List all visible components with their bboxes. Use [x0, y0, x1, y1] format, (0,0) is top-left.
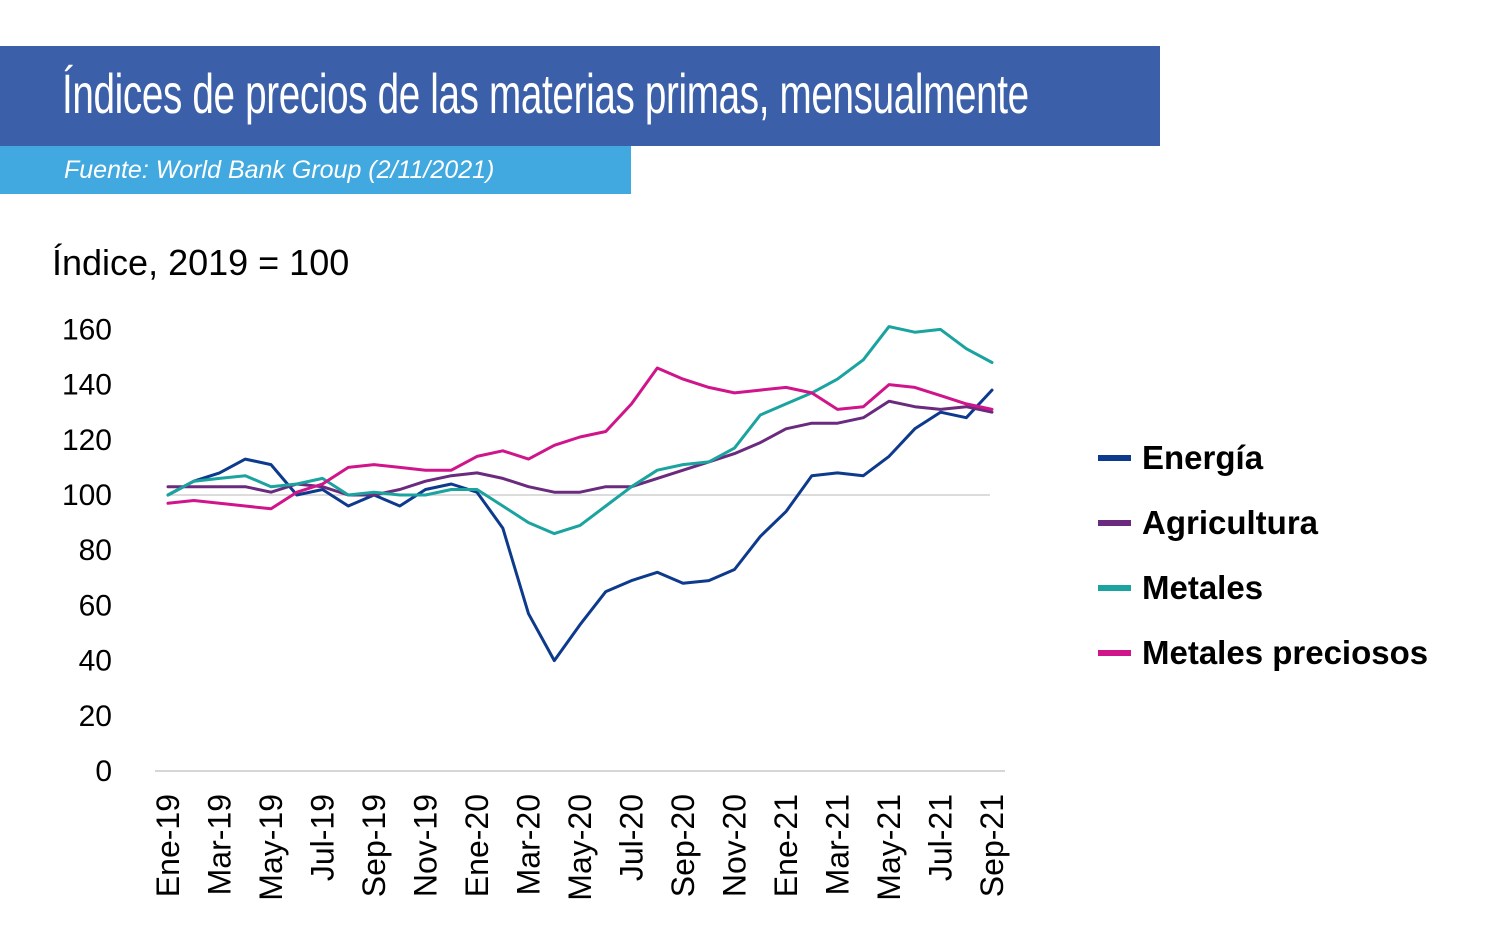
source-banner: Fuente: World Bank Group (2/11/2021) [0, 146, 631, 194]
x-tick-label: Nov-19 [408, 794, 444, 897]
y-tick-label: 100 [62, 479, 112, 512]
y-tick-label: 40 [79, 645, 112, 678]
x-tick-label: Jul-20 [614, 794, 650, 881]
x-tick-label: Sep-20 [665, 794, 701, 897]
x-tick-label: Nov-20 [717, 794, 753, 897]
x-tick-label: Sep-19 [356, 794, 392, 897]
legend-label: Metales [1142, 569, 1264, 606]
x-tick-label: Jul-19 [305, 794, 341, 881]
chart-source: Fuente: World Bank Group (2/11/2021) [64, 156, 495, 184]
legend-label: Metales preciosos [1142, 634, 1429, 671]
x-tick-label: May-20 [562, 794, 598, 901]
x-tick-label: Sep-21 [974, 794, 1010, 897]
series-line-4 [166, 366, 994, 511]
x-tick-label: Mar-19 [202, 794, 238, 895]
x-tick-label: May-19 [253, 794, 289, 901]
series-line-3 [166, 325, 994, 536]
y-tick-label: 20 [79, 700, 112, 733]
x-tick-label: Ene-21 [768, 794, 804, 897]
y-tick-label: 0 [95, 755, 112, 788]
x-tick-label: May-21 [871, 794, 907, 901]
x-tick-label: Ene-19 [150, 794, 186, 897]
legend-label: Energía [1142, 439, 1264, 476]
x-tick-label: Mar-21 [820, 794, 856, 895]
y-tick-label: 160 [62, 313, 112, 346]
legend-swatch [1098, 455, 1131, 461]
x-tick-label: Ene-20 [459, 794, 495, 897]
x-tick-label: Jul-21 [923, 794, 959, 881]
legend-swatch [1098, 650, 1131, 656]
y-tick-label: 140 [62, 369, 112, 402]
y-tick-label: 120 [62, 424, 112, 457]
legend-label: Agricultura [1142, 504, 1319, 541]
y-axis-label: Índice, 2019 = 100 [52, 242, 350, 283]
chart-title: Índices de precios de las materias prima… [62, 62, 1029, 125]
y-tick-label: 60 [79, 589, 112, 622]
legend-swatch [1098, 585, 1131, 591]
title-banner: Índices de precios de las materias prima… [0, 46, 1160, 146]
series-line-1 [166, 388, 994, 663]
series-line-2 [166, 399, 994, 497]
x-tick-label: Mar-20 [511, 794, 547, 895]
legend-swatch [1098, 520, 1131, 526]
y-tick-label: 80 [79, 534, 112, 567]
